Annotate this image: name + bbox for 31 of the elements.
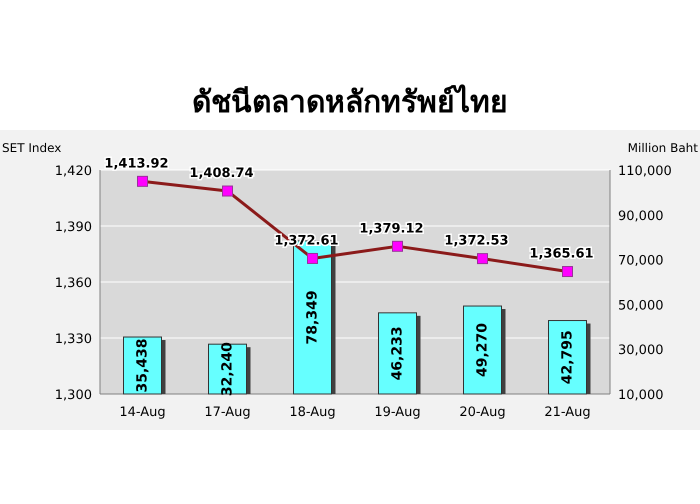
data-label: 49,270 (474, 322, 490, 378)
x-tick-label: 18-Aug (289, 405, 336, 420)
x-tick-label: 21-Aug (544, 405, 591, 420)
data-label: 35,438 (134, 338, 150, 393)
x-tick-label: 19-Aug (374, 405, 421, 420)
data-label: 78,349 (304, 290, 320, 344)
y-tick-label: 1,390 (54, 220, 92, 235)
y2-tick-label: 50,000 (618, 298, 664, 314)
y2-tick-label: 30,000 (618, 343, 664, 358)
y2-tick-label: 10,000 (618, 388, 664, 403)
y2-tick-label: 110,000 (618, 164, 672, 179)
y2-axis-title: Million Baht (628, 141, 698, 155)
data-label: 42,795 (560, 330, 576, 384)
y-tick-label: 1,300 (54, 388, 92, 403)
y-axis-title: SET Index (2, 141, 62, 155)
y2-tick-label: 90,000 (618, 208, 664, 224)
y-tick-label: 1,330 (54, 332, 92, 347)
x-tick-label: 14-Aug (119, 405, 166, 420)
data-label: 46,233 (390, 326, 406, 380)
data-label: 1,413.92 (104, 156, 169, 172)
y-tick-label: 1,360 (54, 276, 92, 291)
x-tick-label: 20-Aug (459, 405, 506, 420)
data-label: 1,372.53 (444, 234, 509, 249)
chart-title: ดัชนีตลาดหลักทรัพย์ไทย (192, 84, 508, 120)
data-label: 1,379.12 (359, 221, 424, 236)
data-label: 32,240 (220, 342, 236, 396)
y2-tick-label: 70,000 (618, 254, 664, 269)
data-label: 1,365.61 (529, 246, 594, 262)
y-tick-label: 1,420 (54, 164, 92, 179)
data-label: 1,408.74 (189, 166, 254, 182)
x-tick-label: 17-Aug (204, 405, 251, 420)
